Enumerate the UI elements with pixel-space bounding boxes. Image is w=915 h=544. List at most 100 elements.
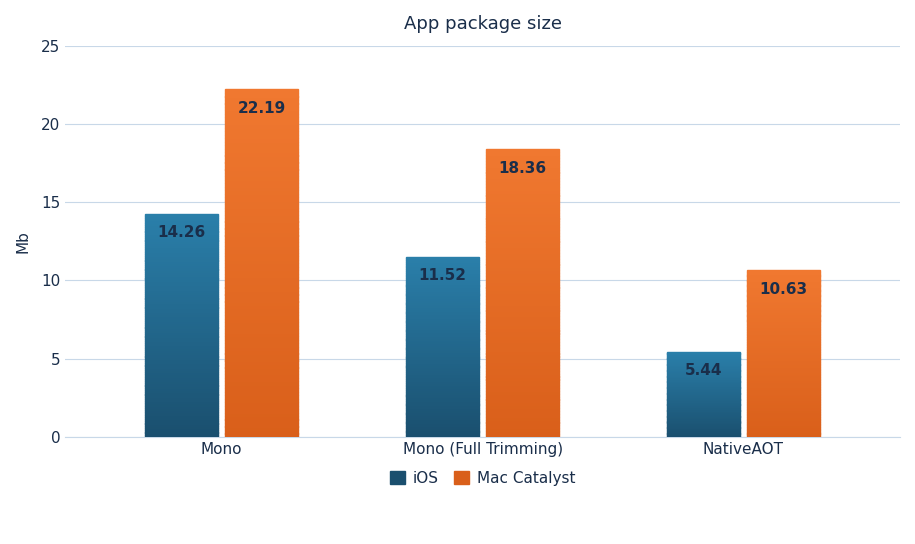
Bar (667, 397, 740, 398)
Bar (486, 279, 559, 282)
Bar (748, 415, 820, 417)
Bar (486, 207, 559, 210)
Bar (225, 301, 298, 305)
Bar (406, 339, 479, 342)
Bar (145, 408, 218, 410)
Bar (748, 425, 820, 427)
Bar (145, 406, 218, 408)
Bar (145, 343, 218, 345)
Bar (225, 259, 298, 263)
Bar (748, 393, 820, 395)
Bar (667, 406, 740, 407)
Bar (667, 435, 740, 436)
Bar (667, 393, 740, 394)
Bar (486, 327, 559, 331)
Bar (145, 370, 218, 372)
Bar (406, 265, 479, 268)
Bar (486, 362, 559, 365)
Bar (667, 411, 740, 412)
Bar (748, 341, 820, 342)
Bar (748, 302, 820, 304)
Bar (667, 375, 740, 376)
Bar (748, 420, 820, 422)
Bar (225, 214, 298, 218)
Bar (145, 348, 218, 350)
Bar (145, 403, 218, 406)
Bar (748, 286, 820, 287)
Bar (486, 250, 559, 253)
Bar (406, 336, 479, 338)
Bar (406, 363, 479, 365)
Bar (486, 166, 559, 170)
Bar (225, 194, 298, 197)
Bar (667, 381, 740, 382)
Text: 22.19: 22.19 (238, 101, 286, 116)
Bar (406, 334, 479, 336)
Bar (748, 289, 820, 290)
Bar (225, 239, 298, 243)
Bar (145, 229, 218, 232)
Bar (667, 410, 740, 411)
Bar (667, 373, 740, 374)
Bar (667, 385, 740, 386)
Bar (486, 331, 559, 333)
Bar (145, 358, 218, 361)
Bar (748, 337, 820, 339)
Bar (748, 287, 820, 289)
Bar (486, 414, 559, 417)
Bar (145, 287, 218, 289)
Bar (748, 355, 820, 357)
Bar (406, 415, 479, 417)
Bar (145, 310, 218, 312)
Bar (145, 334, 218, 337)
Bar (225, 180, 298, 183)
Bar (748, 347, 820, 349)
Bar (667, 375, 740, 376)
Bar (486, 311, 559, 313)
Bar (667, 391, 740, 392)
Bar (667, 410, 740, 411)
Bar (748, 424, 820, 425)
Bar (145, 412, 218, 415)
Bar (406, 318, 479, 320)
Bar (406, 413, 479, 415)
Bar (748, 422, 820, 424)
Bar (225, 416, 298, 419)
Bar (486, 267, 559, 270)
Bar (667, 413, 740, 414)
Bar (145, 415, 218, 417)
Bar (748, 370, 820, 372)
Bar (225, 364, 298, 368)
Bar (748, 430, 820, 432)
Bar (406, 329, 479, 331)
Bar (748, 395, 820, 397)
Bar (748, 354, 820, 355)
Bar (667, 367, 740, 368)
Bar (748, 282, 820, 284)
Bar (748, 319, 820, 320)
Bar (145, 247, 218, 250)
Bar (225, 350, 298, 354)
Bar (748, 377, 820, 379)
Bar (486, 293, 559, 296)
Bar (486, 233, 559, 236)
Bar (486, 285, 559, 288)
Bar (145, 292, 218, 294)
Bar (748, 432, 820, 434)
Bar (486, 305, 559, 308)
Bar (225, 399, 298, 402)
Bar (748, 405, 820, 407)
Bar (748, 387, 820, 389)
Bar (406, 357, 479, 360)
Bar (486, 313, 559, 316)
Bar (748, 427, 820, 429)
Bar (145, 218, 218, 220)
Bar (486, 368, 559, 371)
Bar (486, 296, 559, 299)
Bar (225, 312, 298, 316)
Bar (406, 374, 479, 376)
Bar (667, 387, 740, 388)
Bar (406, 296, 479, 298)
Bar (486, 215, 559, 219)
Bar (486, 316, 559, 319)
